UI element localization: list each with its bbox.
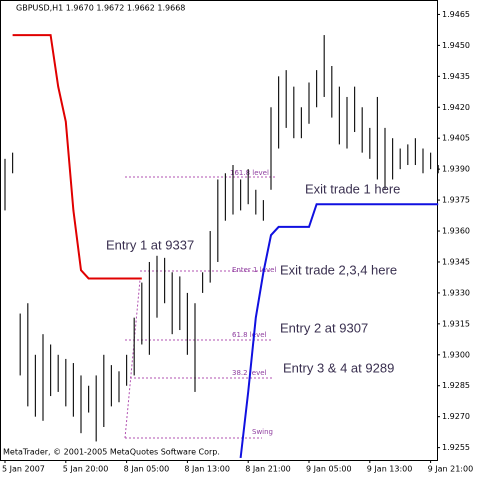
indicator-line xyxy=(239,203,439,459)
indicator-line xyxy=(12,34,142,280)
y-tick-label: 1.9285 xyxy=(442,381,470,390)
annotation: Entry 1 at 9337 xyxy=(106,237,194,252)
level-label: Enter 1 level xyxy=(232,266,276,274)
plot-frame xyxy=(0,0,438,461)
y-tick-label: 1.9345 xyxy=(442,257,470,266)
level-label: 61.8 level xyxy=(232,331,267,339)
chart-footer: MetaTrader, © 2001-2005 MetaQuotes Softw… xyxy=(3,448,220,457)
y-tick-label: 1.9255 xyxy=(442,443,470,452)
y-tick-label: 1.9450 xyxy=(442,41,470,50)
marks xyxy=(4,34,439,459)
swing-line xyxy=(124,279,141,439)
y-tick-label: 1.9270 xyxy=(442,412,470,421)
x-tick-label: 8 Jan 21:00 xyxy=(245,465,291,474)
x-tick-label: 8 Jan 13:00 xyxy=(184,465,230,474)
x-tick-label: 5 Jan 20:00 xyxy=(63,465,109,474)
y-tick-label: 1.9375 xyxy=(442,196,470,205)
x-tick-label: 8 Jan 05:00 xyxy=(124,465,170,474)
level-label: Swing xyxy=(252,428,273,436)
x-tick-label: 9 Jan 21:00 xyxy=(428,465,474,474)
y-tick-label: 1.9300 xyxy=(442,350,470,359)
y-tick-label: 1.9330 xyxy=(442,288,470,297)
y-tick-label: 1.9315 xyxy=(442,319,470,328)
y-tick-label: 1.9465 xyxy=(442,10,470,19)
annotation: Entry 3 & 4 at 9289 xyxy=(283,360,394,375)
chart-header: GBPUSD,H1 1.9670 1.9672 1.9662 1.9668 xyxy=(16,4,185,13)
y-tick-label: 1.9390 xyxy=(442,165,470,174)
y-tick-label: 1.9420 xyxy=(442,103,470,112)
x-tick-label: 9 Jan 05:00 xyxy=(306,465,352,474)
annotation: Exit trade 2,3,4 here xyxy=(280,262,397,277)
x-tick-label: 5 Jan 2007 xyxy=(2,465,45,474)
x-tick-label: 9 Jan 13:00 xyxy=(367,465,413,474)
y-tick-label: 1.9360 xyxy=(442,227,470,236)
annotation: Entry 2 at 9307 xyxy=(280,320,368,335)
level-label: 161.8 level xyxy=(230,169,269,177)
y-tick-label: 1.9435 xyxy=(442,72,470,81)
annotation: Exit trade 1 here xyxy=(305,181,400,196)
y-tick-label: 1.9405 xyxy=(442,134,470,143)
